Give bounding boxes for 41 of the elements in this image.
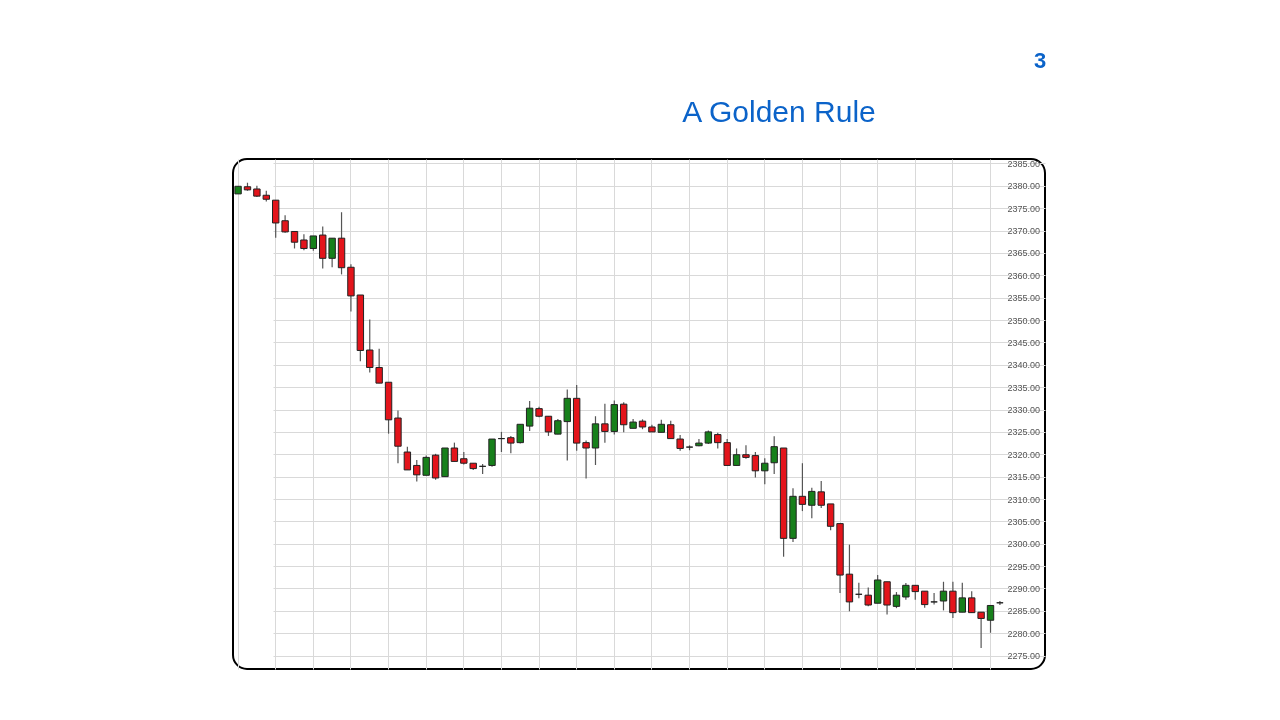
y-tick-label: 2310.00 [1007, 494, 1041, 505]
y-tick-label: 2300.00 [1007, 539, 1041, 550]
y-tick-label: 2295.00 [1007, 561, 1041, 572]
candlestick [403, 446, 412, 471]
y-tick-label: 2365.00 [1007, 248, 1041, 259]
candlestick [525, 400, 534, 432]
y-tick-label: 2370.00 [1007, 226, 1041, 237]
candlestick [742, 444, 750, 460]
y-tick-label: 2345.00 [1007, 337, 1041, 348]
y-tick-label: 2315.00 [1007, 472, 1041, 483]
y-tick-label: 2380.00 [1007, 181, 1041, 192]
candlestick [798, 462, 807, 512]
candlestick [873, 574, 882, 604]
y-tick-label: 2385.00 [1007, 158, 1041, 169]
y-tick-label: 2355.00 [1007, 293, 1041, 304]
y-tick-label: 2285.00 [1007, 606, 1041, 617]
y-tick-label: 2340.00 [1007, 360, 1041, 371]
y-tick-label: 2275.00 [1007, 651, 1041, 662]
y-tick-label: 2350.00 [1007, 315, 1041, 326]
y-tick-label: 2375.00 [1007, 203, 1041, 214]
candlestick [450, 442, 459, 463]
y-tick-label: 2335.00 [1007, 382, 1041, 393]
candlestick [986, 604, 995, 634]
candlestick [826, 503, 835, 531]
y-tick-label: 2320.00 [1007, 449, 1041, 460]
candlestick [431, 453, 440, 481]
chart-title: A Golden Rule [682, 95, 876, 128]
candlestick [939, 581, 948, 611]
y-tick-label: 2280.00 [1007, 628, 1041, 639]
y-tick-label: 2290.00 [1007, 583, 1041, 594]
y-tick-label: 2360.00 [1007, 270, 1041, 281]
candlestick [930, 592, 938, 606]
candlestick [761, 457, 769, 485]
candlestick [751, 451, 760, 479]
candlestick [770, 435, 778, 475]
y-tick-label: 2330.00 [1007, 405, 1041, 416]
text: 3 [1033, 48, 1047, 73]
y-tick-label: 2325.00 [1007, 427, 1041, 438]
y-tick-label: 2305.00 [1007, 516, 1041, 527]
candlestick [544, 415, 553, 437]
candlestick [883, 581, 891, 616]
